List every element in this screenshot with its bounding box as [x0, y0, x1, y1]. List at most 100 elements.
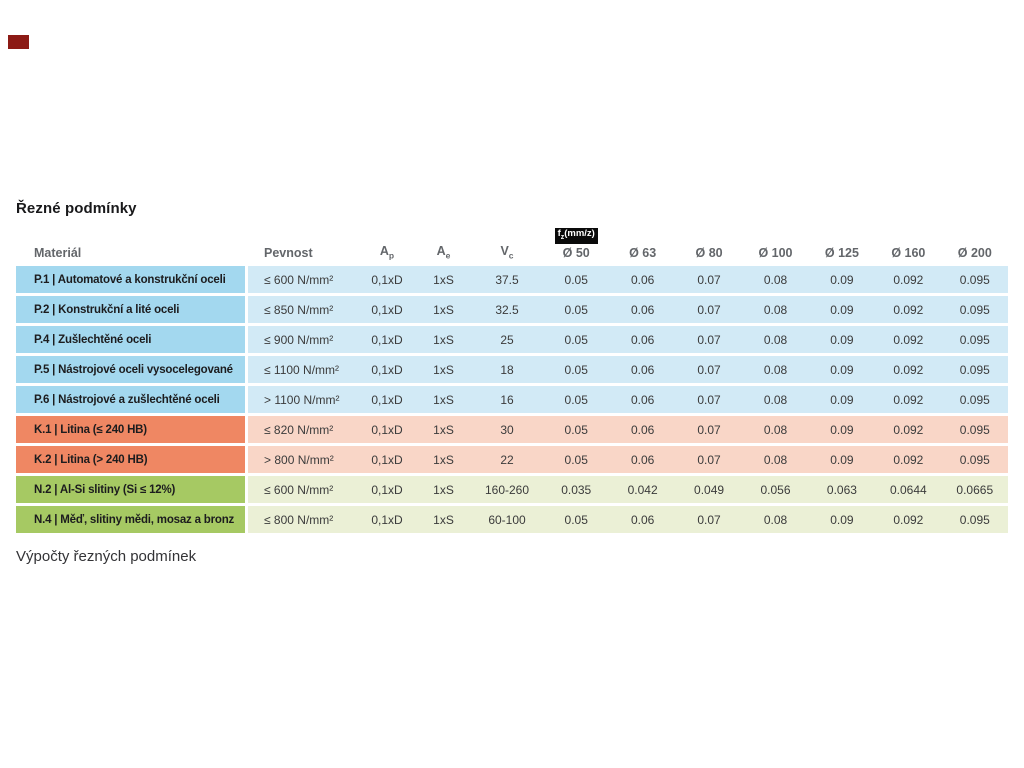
table-row: P.5 | Nástrojové oceli vysocelegované ≤ …	[16, 356, 1008, 383]
fz-tag-unit: (mm/z)	[564, 228, 595, 240]
ae-cell: 1xS	[416, 446, 471, 473]
pevnost-cell: ≤ 820 N/mm²	[248, 416, 358, 443]
ae-cell: 1xS	[416, 416, 471, 443]
fz-cell-d63: 0.06	[609, 386, 676, 413]
fz-cell-d50: 0.05	[543, 386, 610, 413]
ap-cell: 0,1xD	[358, 356, 416, 383]
ap-cell: 0,1xD	[358, 446, 416, 473]
ap-cell: 0,1xD	[358, 386, 416, 413]
cutting-conditions-table: Materiál Pevnost Ap Ae Vc fz(mm/z) Ø 50 …	[16, 226, 1008, 533]
fz-cell-d50: 0.05	[543, 416, 610, 443]
vc-cell: 22	[471, 446, 543, 473]
fz-cell-d200: 0.0665	[941, 476, 1008, 503]
material-cell: N.2 | Al-Si slitiny (Si ≤ 12%)	[16, 476, 248, 503]
table-row: P.6 | Nástrojové a zušlechtěné oceli > 1…	[16, 386, 1008, 413]
fz-cell-d100: 0.08	[742, 326, 809, 353]
section-title-calculations: Výpočty řezných podmínek	[16, 548, 197, 565]
vc-cell: 25	[471, 326, 543, 353]
fz-cell-d80: 0.049	[675, 476, 743, 503]
ap-cell: 0,1xD	[358, 296, 416, 323]
ap-base: A	[379, 243, 389, 258]
fz-cell-d80: 0.07	[675, 296, 743, 323]
vc-cell: 37.5	[471, 266, 543, 293]
fz-cell-d63: 0.06	[609, 506, 676, 533]
ap-cell: 0,1xD	[358, 416, 416, 443]
column-header-pevnost: Pevnost	[264, 246, 313, 260]
vc-base: V	[500, 243, 509, 258]
fz-cell-d50: 0.05	[543, 326, 610, 353]
fz-cell-d200: 0.095	[941, 326, 1008, 353]
fz-cell-d125: 0.09	[808, 416, 876, 443]
ae-cell: 1xS	[416, 326, 471, 353]
fz-cell-d100: 0.08	[742, 356, 809, 383]
ap-cell: 0,1xD	[358, 266, 416, 293]
table-row: N.2 | Al-Si slitiny (Si ≤ 12%) ≤ 600 N/m…	[16, 476, 1008, 503]
fz-cell-d50: 0.05	[543, 356, 610, 383]
fz-cell-d100: 0.08	[742, 266, 809, 293]
fz-cell-d125: 0.063	[808, 476, 876, 503]
column-header-ap: Ap	[358, 244, 416, 267]
fz-cell-d125: 0.09	[808, 386, 876, 413]
fz-cell-d50: 0.05	[543, 296, 610, 323]
fz-cell-d200: 0.095	[941, 446, 1008, 473]
fz-cell-d63: 0.06	[609, 326, 676, 353]
fz-cell-d80: 0.07	[675, 446, 743, 473]
fz-cell-d63: 0.06	[609, 446, 676, 473]
column-header-vc: Vc	[471, 244, 543, 267]
fz-cell-d80: 0.07	[675, 356, 743, 383]
brand-mark	[8, 35, 29, 49]
column-header-d63: Ø 63	[629, 246, 657, 260]
fz-cell-d80: 0.07	[675, 506, 743, 533]
vc-subscript: c	[508, 250, 514, 260]
table-body: P.1 | Automatové a konstrukční oceli ≤ 6…	[16, 266, 1008, 533]
material-cell: P.1 | Automatové a konstrukční oceli	[16, 266, 248, 293]
ae-cell: 1xS	[416, 266, 471, 293]
fz-cell-d200: 0.095	[941, 506, 1008, 533]
table-row: P.1 | Automatové a konstrukční oceli ≤ 6…	[16, 266, 1008, 293]
fz-cell-d160: 0.092	[875, 506, 942, 533]
fz-cell-d100: 0.08	[742, 506, 809, 533]
table-header-row: Materiál Pevnost Ap Ae Vc fz(mm/z) Ø 50 …	[16, 226, 1008, 266]
fz-unit-tag: fz(mm/z)	[554, 228, 598, 244]
fz-cell-d50: 0.035	[543, 476, 610, 503]
fz-cell-d160: 0.0644	[875, 476, 942, 503]
vc-cell: 32.5	[471, 296, 543, 323]
fz-cell-d125: 0.09	[808, 296, 876, 323]
fz-cell-d200: 0.095	[941, 356, 1008, 383]
ap-subscript: p	[388, 250, 395, 260]
pevnost-cell: ≤ 600 N/mm²	[248, 266, 358, 293]
pevnost-cell: > 1100 N/mm²	[248, 386, 358, 413]
fz-cell-d100: 0.08	[742, 416, 809, 443]
fz-cell-d80: 0.07	[675, 326, 743, 353]
material-cell: K.1 | Litina (≤ 240 HB)	[16, 416, 248, 443]
fz-cell-d63: 0.06	[609, 356, 676, 383]
fz-cell-d63: 0.042	[609, 476, 676, 503]
fz-cell-d125: 0.09	[808, 446, 876, 473]
fz-cell-d100: 0.08	[742, 446, 809, 473]
fz-cell-d63: 0.06	[609, 296, 676, 323]
table-row: P.4 | Zušlechtěné oceli ≤ 900 N/mm² 0,1x…	[16, 326, 1008, 353]
vc-cell: 160-260	[471, 476, 543, 503]
ae-cell: 1xS	[416, 296, 471, 323]
pevnost-cell: ≤ 800 N/mm²	[248, 506, 358, 533]
material-cell: P.5 | Nástrojové oceli vysocelegované	[16, 356, 248, 383]
table-row: P.2 | Konstrukční a lité oceli ≤ 850 N/m…	[16, 296, 1008, 323]
ae-cell: 1xS	[416, 386, 471, 413]
fz-cell-d125: 0.09	[808, 266, 876, 293]
table-row: N.4 | Měď, slitiny mědi, mosaz a bronz ≤…	[16, 506, 1008, 533]
ap-cell: 0,1xD	[358, 326, 416, 353]
material-cell: P.6 | Nástrojové a zušlechtěné oceli	[16, 386, 248, 413]
fz-cell-d200: 0.095	[941, 386, 1008, 413]
column-header-d50: fz(mm/z) Ø 50	[543, 228, 609, 266]
page-title: Řezné podmínky	[16, 200, 137, 217]
fz-cell-d50: 0.05	[543, 506, 610, 533]
column-header-material: Materiál	[34, 246, 82, 260]
ae-cell: 1xS	[416, 506, 471, 533]
fz-cell-d160: 0.092	[875, 266, 942, 293]
fz-cell-d160: 0.092	[875, 356, 942, 383]
fz-cell-d63: 0.06	[609, 266, 676, 293]
vc-cell: 16	[471, 386, 543, 413]
fz-cell-d125: 0.09	[808, 326, 876, 353]
d50-label: Ø 50	[562, 246, 590, 260]
pevnost-cell: ≤ 1100 N/mm²	[248, 356, 358, 383]
